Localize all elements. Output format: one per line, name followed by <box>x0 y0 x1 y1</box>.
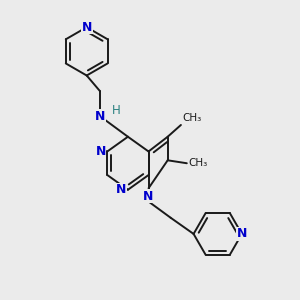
Text: N: N <box>237 227 247 240</box>
Text: N: N <box>95 110 105 123</box>
Text: CH₃: CH₃ <box>182 113 202 124</box>
Text: N: N <box>95 145 106 158</box>
Text: CH₃: CH₃ <box>188 158 208 168</box>
Text: H: H <box>112 104 121 117</box>
Text: N: N <box>82 21 92 34</box>
Text: N: N <box>143 190 154 203</box>
Text: N: N <box>116 183 126 196</box>
